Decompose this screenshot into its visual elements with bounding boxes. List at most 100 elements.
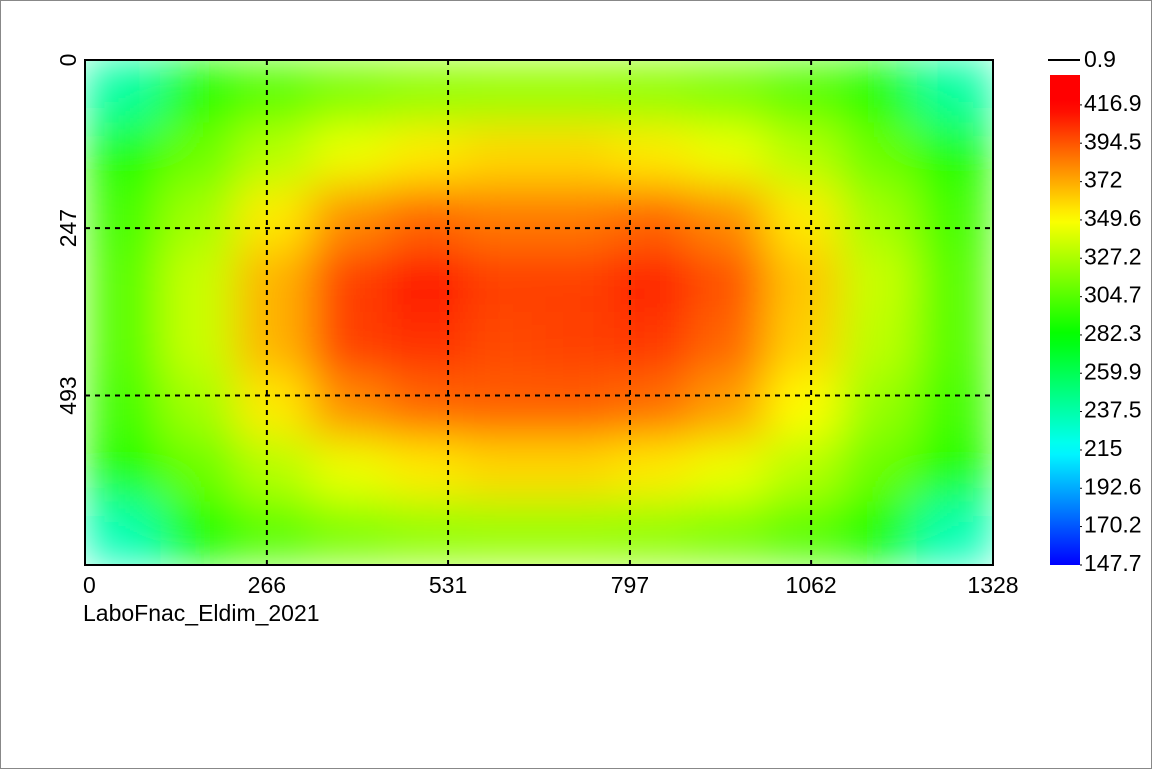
heatmap-cell [387,248,464,313]
heatmap-cell [462,501,540,565]
heatmap-cell [462,375,540,440]
x-tick-label: 266 [248,572,286,598]
heatmap-cell [538,312,616,377]
heatmap-cell [841,375,918,440]
heatmap-cell [387,60,464,124]
y-tick-label: 0 [55,54,81,67]
heatmap-cell [614,185,691,250]
y-tick-label: 493 [55,376,81,414]
heatmap-cell [387,438,464,503]
heatmap-cell [85,185,162,250]
colorbar-tick-label: 349.6 [1084,205,1142,231]
heatmap-cell [916,60,993,124]
heatmap-cell [85,312,162,377]
heatmap-cell [614,501,691,565]
heatmap-cell [841,312,918,377]
heatmap-cell [614,375,691,440]
heatmap-cell [614,122,691,187]
heatmap-cell [311,312,389,377]
colorbar-tick-label: 237.5 [1084,397,1142,423]
heatmap-cell [765,185,843,250]
grid [85,60,993,565]
heatmap-cell [235,501,313,565]
heatmap-cell [689,185,767,250]
colorbar [1050,75,1080,565]
heatmap-cell [160,312,237,377]
colorbar-tick-label: 259.9 [1084,358,1142,384]
heatmap-cell [387,312,464,377]
heatmap-cell [841,501,918,565]
heatmap-cell [538,122,616,187]
heatmap-cell [311,185,389,250]
heatmap-cell [916,185,993,250]
heatmap-cell [689,312,767,377]
heatmap-cell [462,122,540,187]
heatmap-cell [311,375,389,440]
heatmap-cell [538,438,616,503]
heatmap-cell [160,60,237,124]
labels: 0 266 531 797 1062 1328 0 247 493 416.9 394.5 372 34… [55,54,1141,598]
heatmap-cell [916,438,993,503]
heatmap-cell [462,312,540,377]
heatmap-cell [235,248,313,313]
x-tick-label: 797 [611,572,649,598]
heatmap-cell [462,185,540,250]
heatmap-cell [841,248,918,313]
heatmap-cell [85,122,162,187]
heatmap-cell [916,312,993,377]
plot-border [84,59,994,566]
heatmap-cell [689,375,767,440]
heatmap-cell [387,375,464,440]
heatmap-cell [841,185,918,250]
heatmap-cell [160,248,237,313]
heatmap-cell [614,438,691,503]
heatmap-cell [235,185,313,250]
colorbar-tick-label: 282.3 [1084,320,1142,346]
heatmap-cell [160,438,237,503]
x-tick-label: 0 [83,572,96,598]
heatmap-cell [765,60,843,124]
heatmap-cell [538,501,616,565]
heatmap-cell [765,375,843,440]
heatmap-cells [85,60,993,565]
heatmap-cell [765,248,843,313]
heatmap-cell [311,122,389,187]
heatmap-cell [614,312,691,377]
heatmap-cell [614,248,691,313]
heatmap-cell [311,501,389,565]
heatmap-cell [689,248,767,313]
heatmap-cell [614,60,691,124]
heatmap-cell [765,501,843,565]
heatmap-cell [538,60,616,124]
heatmap-cell [916,122,993,187]
heatmap-cell [462,248,540,313]
heatmap-cell [387,122,464,187]
heatmap-cell [841,122,918,187]
heatmap-cell [311,60,389,124]
heatmap-cell [916,375,993,440]
heatmap-cell [765,122,843,187]
colorbar-tick-label: 170.2 [1084,512,1142,538]
heatmap-cell [311,438,389,503]
colorbar-tick-label: 372 [1084,167,1122,193]
heatmap-cell [689,438,767,503]
heatmap-cell [689,60,767,124]
heatmap-cell [765,312,843,377]
heatmap-cell [235,122,313,187]
heatmap-cell [85,375,162,440]
colorbar-tick-label: 147.7 [1084,550,1142,576]
y-tick-label: 247 [55,209,81,247]
heatmap-cell [387,185,464,250]
heatmap-cell [765,438,843,503]
heatmap-cell [538,185,616,250]
colorbar-tick-label: 304.7 [1084,282,1142,308]
x-tick-label: 1062 [786,572,837,598]
colorbar-tick-label: 416.9 [1084,90,1142,116]
heatmap-cell [235,438,313,503]
heatmap-cell [916,248,993,313]
colorbar-tick-label: 327.2 [1084,243,1142,269]
heatmap-cell [538,375,616,440]
heatmap-cell [841,60,918,124]
